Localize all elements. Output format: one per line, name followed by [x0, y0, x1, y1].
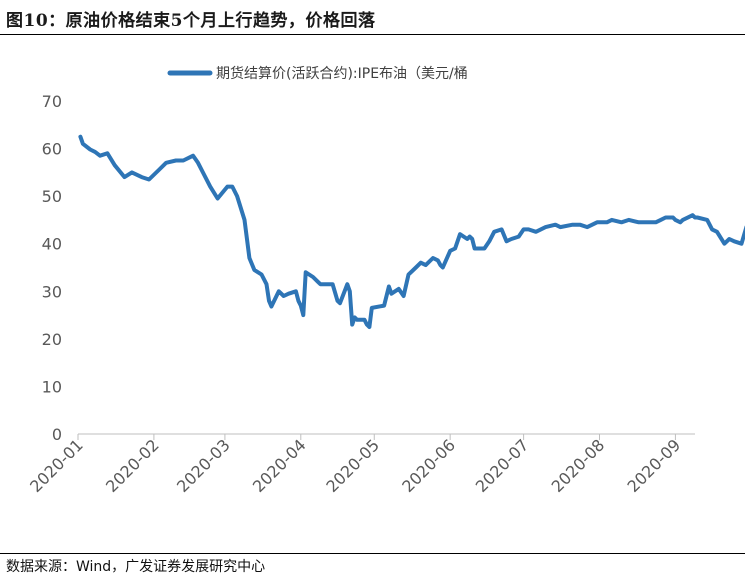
legend-label: 期货结算价(活跃合约):IPE布油（美元/桶	[216, 65, 468, 82]
y-tick-label: 10	[42, 377, 62, 396]
y-tick-label: 60	[42, 140, 62, 159]
y-tick-label: 50	[42, 187, 62, 206]
x-tick-label: 2020-05	[322, 435, 383, 496]
y-axis: 0 10 20 30 40 50 60 70	[42, 92, 62, 444]
chart-legend: 期货结算价(活跃合约):IPE布油（美元/桶	[167, 65, 468, 82]
y-tick-label: 20	[42, 330, 62, 349]
source-divider	[0, 553, 745, 554]
x-tick-label: 2020-06	[398, 435, 459, 496]
y-tick-label: 30	[42, 282, 62, 301]
y-tick-label: 40	[42, 235, 62, 254]
x-tick-label: 2020-04	[249, 435, 310, 496]
plot-area	[78, 134, 745, 329]
figure-title: 图10：原油价格结束5个月上行趋势，价格回落	[6, 11, 376, 31]
y-tick-label: 70	[42, 92, 62, 111]
x-tick-label: 2020-07	[472, 435, 533, 496]
line-chart: 期货结算价(活跃合约):IPE布油（美元/桶 0 10 20 30 40 50 60 70 2…	[26, 65, 745, 496]
x-tick-label: 2020-09	[624, 435, 685, 496]
x-tick-label: 2020-08	[548, 435, 609, 496]
y-tick-label: 0	[52, 425, 62, 444]
series-line	[78, 134, 745, 329]
title-divider	[0, 34, 745, 35]
x-tick-label: 2020-03	[173, 435, 234, 496]
source-note: 数据来源：Wind，广发证券发展研究中心	[6, 559, 266, 575]
x-tick-label: 2020-01	[26, 435, 87, 496]
x-tick-label: 2020-02	[102, 435, 163, 496]
x-axis: 2020-01 2020-02 2020-03 2020-04 2020-05 2020-…	[26, 433, 695, 496]
